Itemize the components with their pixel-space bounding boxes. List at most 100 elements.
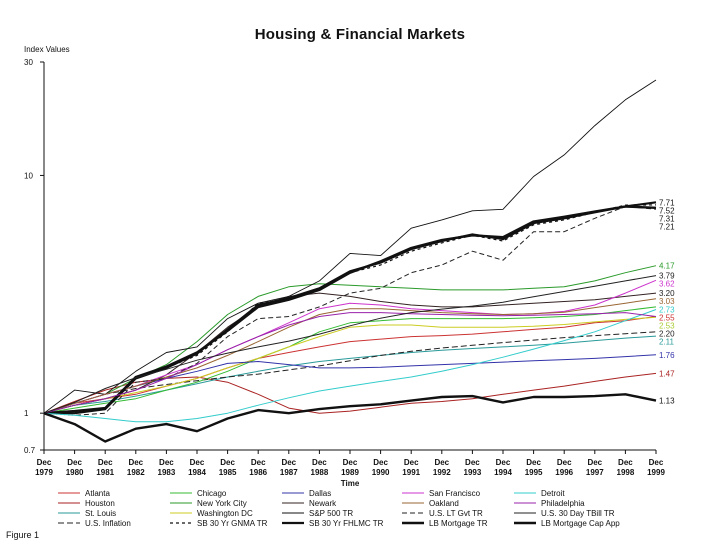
end-value-label: 1.47 [659, 369, 675, 378]
legend-label: U.S. Inflation [85, 519, 131, 528]
x-tick-label-year: 1989 [341, 468, 359, 477]
series-line-chicago [43, 306, 657, 414]
x-tick-label-year: 1995 [525, 468, 543, 477]
figure-caption: Figure 1 [6, 530, 40, 540]
x-tick-label-month: Dec [220, 458, 235, 467]
x-tick-label-month: Dec [281, 458, 296, 467]
y-tick-label: 10 [24, 171, 33, 180]
series-line-sb-30-yr-fhlmc-tr [44, 201, 657, 415]
series-line-dallas [43, 354, 657, 414]
legend-label: St. Louis [85, 509, 116, 518]
x-tick-label-month: Dec [649, 458, 664, 467]
x-tick-label-year: 1993 [464, 468, 482, 477]
x-tick-label-year: 1999 [647, 468, 665, 477]
x-tick-label-month: Dec [128, 458, 143, 467]
series-line-san-francisco [43, 279, 657, 414]
x-tick-label-month: Dec [312, 458, 327, 467]
legend-label: Houston [85, 499, 115, 508]
x-tick-label-month: Dec [618, 458, 633, 467]
series-line-washington-dc [43, 316, 657, 414]
legend-label: U.S. 30 Day TBill TR [541, 509, 615, 518]
x-tick-label-year: 1996 [555, 468, 573, 477]
x-tick-label-year: 1985 [219, 468, 237, 477]
x-tick-label-month: Dec [190, 458, 205, 467]
end-value-label: 2.55 [659, 313, 675, 322]
x-tick-label-month: Dec [343, 458, 358, 467]
series-line-s-p-500-tr [43, 79, 657, 414]
series-line-st-louis [43, 335, 657, 414]
series-line-newark [43, 292, 657, 414]
x-tick-label-year: 1986 [249, 468, 267, 477]
end-value-label: 7.21 [659, 222, 675, 231]
end-value-label: 2.11 [659, 337, 675, 346]
x-tick-label-year: 1994 [494, 468, 512, 477]
legend-label: Oakland [429, 499, 459, 508]
legend-label: Philadelphia [541, 499, 585, 508]
x-tick-label-year: 1992 [433, 468, 451, 477]
x-tick-label-month: Dec [373, 458, 388, 467]
end-value-label: 3.62 [659, 280, 675, 289]
legend-label: U.S. LT Gvt TR [429, 509, 483, 518]
x-tick-label-year: 1991 [402, 468, 420, 477]
series-line-new-york-city [43, 265, 657, 414]
end-value-label: 2.20 [659, 329, 675, 338]
x-tick-label-month: Dec [526, 458, 541, 467]
end-value-label: 7.71 [659, 198, 675, 207]
legend-label: Atlanta [85, 489, 110, 498]
x-tick-label-year: 1982 [127, 468, 145, 477]
x-tick-label-month: Dec [434, 458, 449, 467]
legend-label: Newark [309, 499, 337, 508]
x-tick-label-month: Dec [98, 458, 113, 467]
x-tick-label-month: Dec [465, 458, 480, 467]
x-tick-label-year: 1984 [188, 468, 206, 477]
x-tick-label-month: Dec [251, 458, 266, 467]
y-tick-label: 0.7 [24, 446, 36, 455]
x-tick-label-year: 1981 [96, 468, 114, 477]
x-tick-label-year: 1979 [35, 468, 53, 477]
legend-label: Chicago [197, 489, 227, 498]
x-tick-label-month: Dec [67, 458, 82, 467]
x-tick-label-year: 1988 [311, 468, 329, 477]
legend-label: SB 30 Yr FHLMC TR [309, 519, 384, 528]
x-tick-label-month: Dec [159, 458, 174, 467]
legend-label: LB Mortgage Cap App [541, 519, 620, 528]
series-line-lb-mortgage-tr [43, 205, 657, 415]
end-value-label: 3.03 [659, 297, 675, 306]
x-tick-label-year: 1983 [158, 468, 176, 477]
legend-label: S&P 500 TR [309, 509, 353, 518]
series-line-atlanta [43, 316, 657, 414]
end-value-label: 1.76 [659, 351, 675, 360]
legend-label: SB 30 Yr GNMA TR [197, 519, 268, 528]
x-tick-label-year: 1987 [280, 468, 298, 477]
legend-label: Washington DC [197, 509, 253, 518]
end-value-label: 3.20 [659, 289, 675, 298]
x-tick-label-year: 1998 [617, 468, 635, 477]
series-line-oakland [43, 298, 657, 414]
series-line-u-s-lt-gvt-tr [43, 206, 657, 416]
end-value-label: 2.53 [659, 321, 675, 330]
end-value-label: 7.31 [659, 214, 675, 223]
legend-label: New York City [197, 499, 247, 508]
legend-label: Detroit [541, 489, 565, 498]
series-line-lb-mortgage-cap-app [43, 393, 657, 443]
x-tick-label-month: Dec [37, 458, 52, 467]
end-value-label: 4.17 [659, 262, 675, 271]
series-line-philadelphia [43, 312, 657, 414]
x-tick-label-year: 1997 [586, 468, 604, 477]
x-tick-label-year: 1990 [372, 468, 390, 477]
chart-title: Housing & Financial Markets [254, 26, 466, 43]
x-tick-label-month: Dec [404, 458, 419, 467]
y-tick-label: 30 [24, 58, 33, 67]
y-tick-label: 1 [24, 409, 29, 418]
y-axis-label: Index Values [24, 45, 70, 54]
x-axis-label: Time [341, 479, 360, 488]
end-value-label: 7.52 [659, 206, 675, 215]
x-tick-label-year: 1980 [66, 468, 84, 477]
series-line-u-s-30-day-tbill-tr [43, 275, 657, 414]
legend-label: San Francisco [429, 489, 481, 498]
x-tick-label-month: Dec [496, 458, 511, 467]
legend-label: LB Mortgage TR [429, 519, 488, 528]
x-tick-label-month: Dec [557, 458, 572, 467]
end-value-label: 2.73 [659, 305, 675, 314]
